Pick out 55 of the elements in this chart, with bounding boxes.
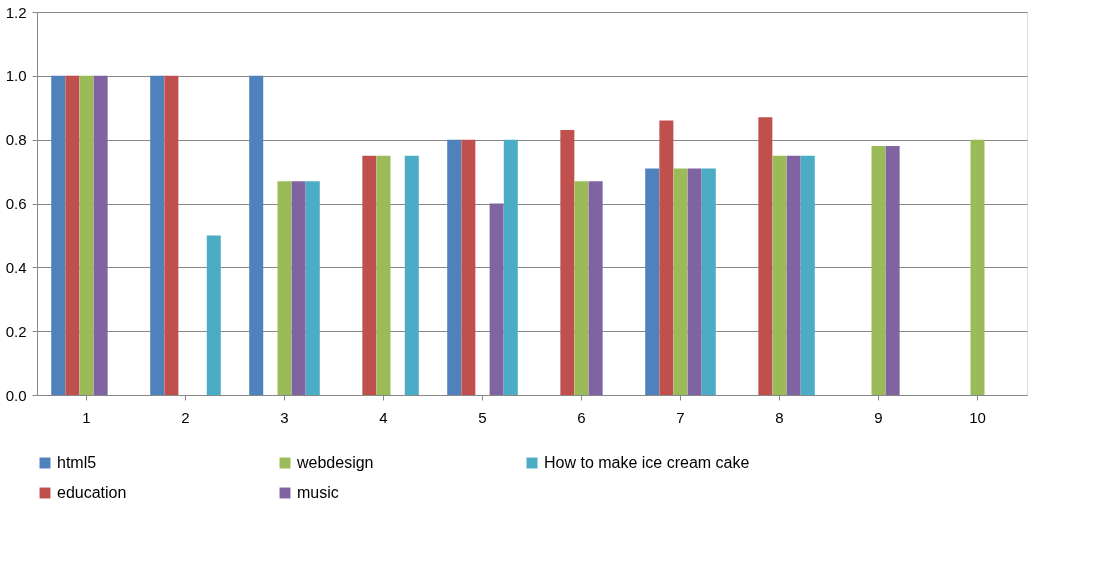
- bar: [150, 75, 165, 395]
- x-tick-label: 2: [181, 408, 190, 426]
- bar: [291, 181, 306, 395]
- legend-label: How to make ice cream cake: [544, 454, 750, 471]
- bar: [277, 181, 292, 395]
- bar: [447, 139, 462, 395]
- bar: [503, 139, 518, 395]
- y-tick-label: 0.0: [5, 386, 27, 404]
- legend-label: html5: [57, 454, 97, 471]
- bar: [800, 155, 815, 395]
- x-tick-label: 10: [969, 408, 986, 426]
- x-tick-label: 3: [280, 408, 289, 426]
- bar: [574, 181, 589, 395]
- bar: [786, 155, 801, 395]
- bar: [376, 155, 391, 395]
- x-tick-label: 8: [775, 408, 784, 426]
- legend-label: music: [297, 484, 339, 501]
- bar: [206, 235, 221, 395]
- y-tick-label: 1.2: [5, 3, 27, 21]
- bar: [885, 146, 900, 395]
- bar: [970, 139, 985, 395]
- bar: [404, 155, 419, 395]
- x-tick-label: 7: [676, 408, 685, 426]
- bar: [687, 168, 702, 395]
- bar: [758, 117, 773, 395]
- x-tick-label: 1: [82, 408, 91, 426]
- y-tick-label: 0.6: [5, 195, 27, 212]
- bar: [645, 168, 660, 395]
- bar: [65, 75, 80, 395]
- bar: [249, 75, 264, 395]
- bar: [489, 203, 504, 395]
- bar: [673, 168, 688, 395]
- y-tick-label: 0.8: [5, 131, 27, 149]
- x-tick-label: 5: [478, 408, 487, 426]
- x-tick-label: 9: [874, 408, 883, 426]
- x-tick-label: 6: [577, 408, 586, 426]
- bar: [659, 120, 674, 395]
- bar: [93, 75, 108, 395]
- bar: [772, 155, 787, 395]
- bar: [560, 130, 575, 395]
- bar: [51, 75, 66, 395]
- legend-label: education: [57, 484, 127, 501]
- bar: [79, 75, 94, 395]
- bar: [461, 139, 476, 395]
- bar: [305, 181, 320, 395]
- bar: [701, 168, 716, 395]
- y-tick-label: 0.2: [5, 322, 27, 340]
- x-tick-label: 4: [379, 408, 388, 426]
- y-tick-label: 1.0: [5, 67, 27, 85]
- bar: [164, 75, 179, 395]
- bar: [588, 181, 603, 395]
- y-tick-label: 0.4: [5, 258, 27, 276]
- bar: [362, 155, 377, 395]
- bar: [871, 146, 886, 395]
- legend-label: webdesign: [296, 454, 374, 471]
